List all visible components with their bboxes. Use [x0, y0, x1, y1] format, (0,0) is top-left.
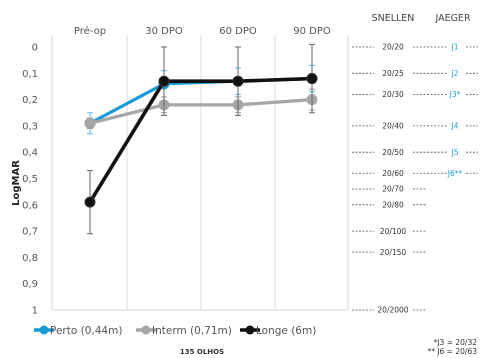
snellen-header: SNELLEN [372, 13, 415, 24]
series-line [88, 76, 313, 204]
y-axis-label: LogMAR [11, 160, 22, 206]
y-tick-label: 0,8 [22, 253, 38, 264]
snellen-value: 20/70 [382, 185, 404, 194]
x-tick-label: 90 DPO [293, 26, 331, 37]
y-tick-label: 0,9 [22, 279, 38, 290]
snellen-value: 20/20 [382, 43, 404, 52]
legend-swatch-marker [141, 325, 151, 335]
sample-size-label: 135 OLHOS [180, 348, 224, 356]
y-tick-label: 1 [32, 306, 38, 317]
x-tick-label: Pré-op [74, 25, 106, 37]
snellen-value: 20/50 [382, 148, 404, 157]
series-3 [84, 43, 318, 235]
jaeger-value: J3* [449, 90, 461, 99]
data-point [306, 73, 318, 85]
y-tick-label: 0,2 [22, 95, 38, 106]
data-point [158, 75, 170, 87]
series-2 [84, 88, 318, 130]
y-tick-label: 0,3 [22, 121, 38, 132]
data-point [84, 196, 96, 208]
jaeger-header: JAEGER [434, 13, 471, 24]
snellen-value: 20/80 [382, 201, 404, 210]
jaeger-value: J4 [451, 122, 459, 131]
snellen-value: 20/2000 [377, 306, 408, 315]
x-tick-label: 60 DPO [219, 26, 257, 37]
y-tick-label: 0,6 [22, 200, 38, 211]
legend: Perto (0,44m) Interm (0,71m) Longe (6m) [34, 325, 316, 337]
acuity-scale: 20/20 J1 20/25 J2 20/30 J3* 20/40 J4 20/50 J5 20/6… [352, 43, 478, 315]
legend-swatch-marker [245, 325, 255, 335]
y-tick-label: 0,4 [22, 148, 38, 159]
y-tick-label: 0 [32, 43, 38, 54]
jaeger-value: J6** [447, 169, 463, 178]
footnote-j3: *J3 = 20/32 [434, 338, 478, 347]
footnote-j6: ** J6 = 20/63 [427, 347, 477, 356]
x-tick-label: 30 DPO [145, 26, 183, 37]
jaeger-value: J5 [451, 148, 459, 157]
snellen-value: 20/30 [382, 90, 404, 99]
snellen-value: 20/100 [380, 227, 407, 236]
snellen-value: 20/40 [382, 122, 404, 131]
series-lines [84, 43, 318, 235]
y-tick-label: 0,7 [22, 227, 38, 238]
snellen-value: 20/150 [380, 248, 407, 257]
jaeger-value: J1 [451, 43, 459, 52]
y-tick-label: 0,5 [22, 174, 38, 185]
snellen-value: 20/60 [382, 169, 404, 178]
legend-swatch-marker [39, 325, 49, 335]
legend-label: Perto (0,44m) [50, 325, 122, 337]
data-point [84, 117, 96, 129]
legend-label: Interm (0,71m) [152, 325, 232, 337]
vertical-grid [51, 35, 349, 311]
snellen-value: 20/25 [382, 69, 404, 78]
jaeger-value: J2 [451, 69, 459, 78]
data-point [232, 75, 244, 87]
series-line [89, 98, 313, 125]
y-axis: Pré-op 30 DPO 60 DPO 90 DPO 0 0,1 0,2 0,3 0,4 0,5… [22, 25, 331, 317]
y-tick-label: 0,1 [22, 69, 38, 80]
legend-label: Longe (6m) [256, 325, 316, 337]
